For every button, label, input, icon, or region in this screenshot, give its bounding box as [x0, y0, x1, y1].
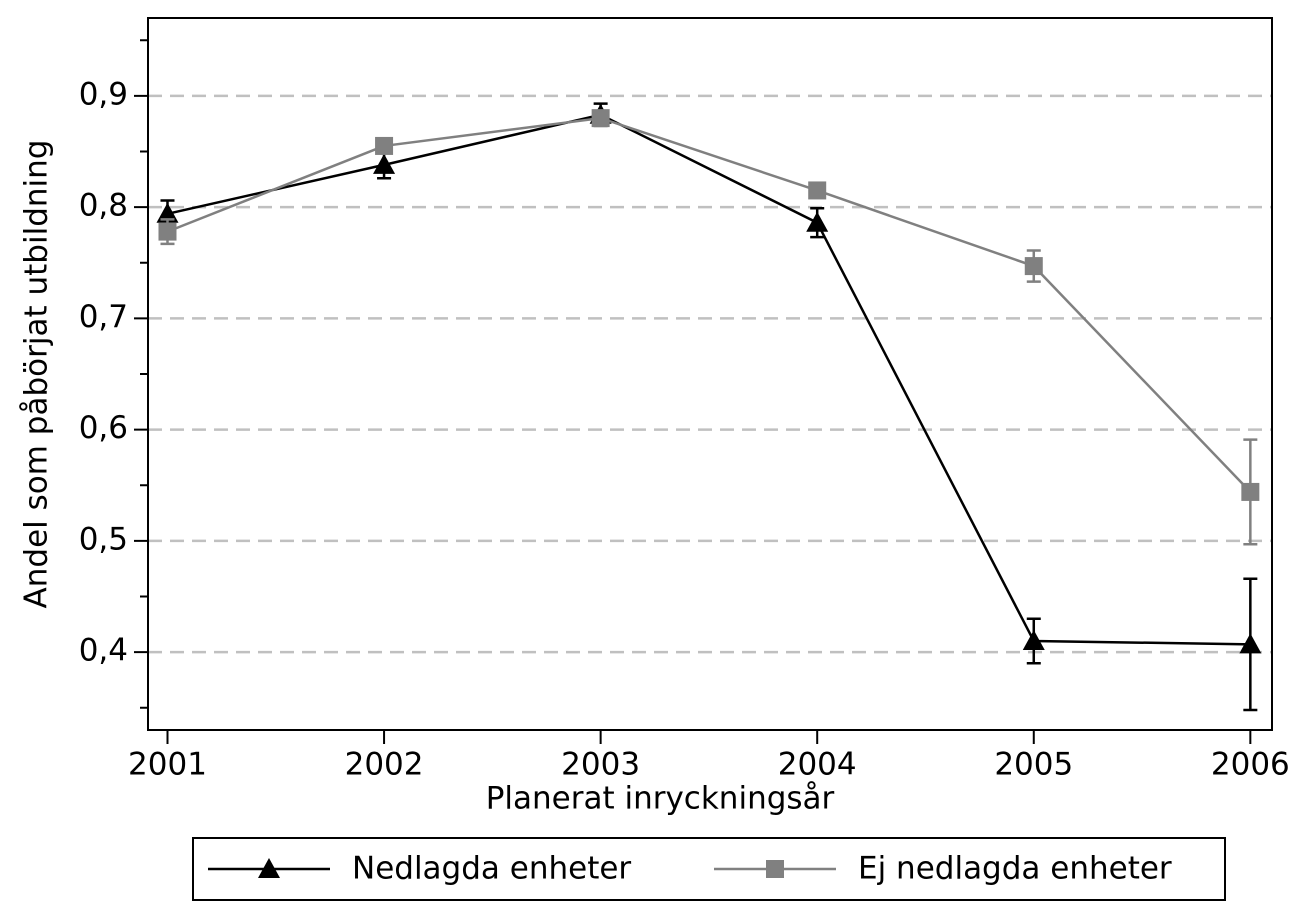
y-tick-label: 0,9 — [79, 76, 128, 112]
y-tick-label: 0,5 — [79, 521, 128, 557]
data-point — [375, 136, 394, 155]
series-line — [167, 113, 1251, 646]
legend-box — [192, 837, 1226, 901]
data-point — [156, 202, 179, 223]
x-tick-label: 2005 — [994, 747, 1073, 783]
y-tick-label: 0,4 — [79, 633, 128, 669]
data-point — [591, 109, 610, 128]
legend-marker — [766, 860, 784, 878]
data-point — [808, 181, 827, 200]
x-tick-label: 2002 — [345, 747, 424, 783]
legend-label: Ej nedlagda enheter — [858, 851, 1172, 887]
x-axis-label: Planerat inryckningsår — [486, 781, 835, 817]
data-point — [806, 211, 829, 232]
data-point — [1239, 633, 1262, 654]
plot-frame — [147, 17, 1273, 731]
data-point — [1022, 630, 1045, 650]
y-tick-label: 0,8 — [79, 188, 128, 224]
x-tick-label: 2001 — [128, 747, 207, 783]
y-axis-label: Andel som påbörjat utbildning — [19, 140, 55, 609]
x-tick-label: 2006 — [1211, 747, 1290, 783]
y-tick-label: 0,7 — [79, 299, 128, 335]
data-point — [373, 153, 396, 174]
data-point — [1241, 482, 1260, 501]
x-tick-label: 2004 — [778, 747, 857, 783]
data-point — [1024, 257, 1043, 276]
y-tick-label: 0,6 — [79, 410, 128, 446]
legend-label: Nedlagda enheter — [352, 851, 631, 887]
x-tick-label: 2003 — [561, 747, 640, 783]
legend-marker — [258, 858, 280, 878]
series-line — [167, 116, 1252, 493]
data-point — [158, 222, 177, 241]
